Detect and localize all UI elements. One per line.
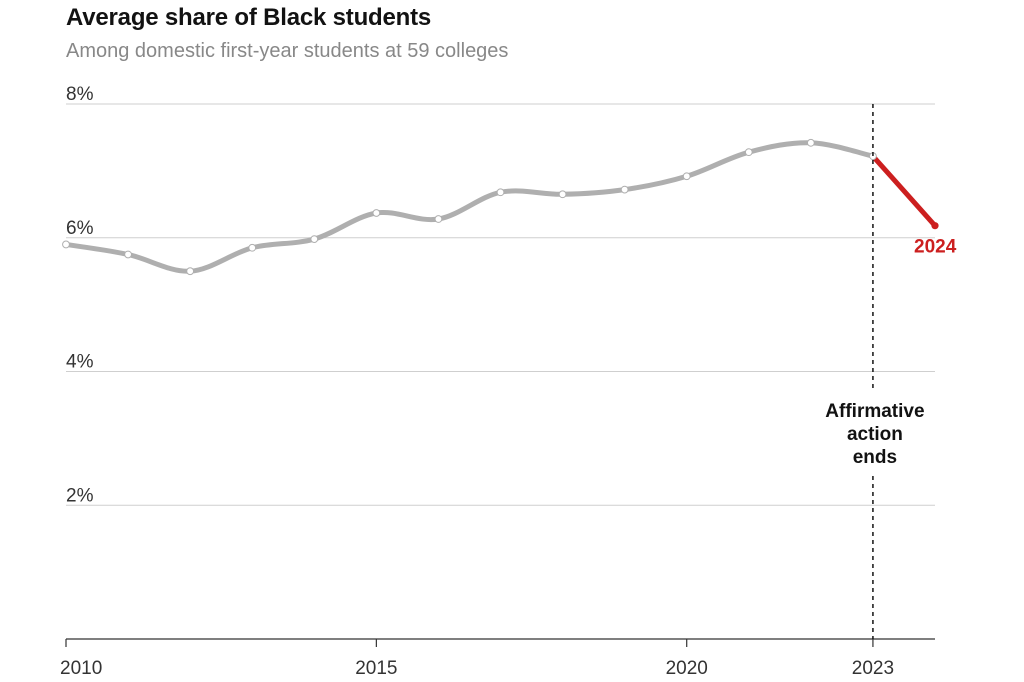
x-tick-label: 2020 — [666, 658, 708, 679]
y-tick-label: 8% — [66, 84, 94, 105]
end-label: 2024 — [914, 237, 957, 258]
data-point — [186, 267, 195, 276]
data-point — [682, 172, 691, 181]
data-point — [62, 240, 70, 249]
data-point — [372, 209, 381, 217]
chart-subtitle: Among domestic first-year students at 59… — [66, 40, 509, 62]
annotation-label: ends — [853, 447, 897, 468]
data-point — [744, 148, 753, 157]
grid-layer — [66, 103, 935, 506]
y-tick-label: 4% — [66, 352, 94, 373]
series-layer — [62, 138, 939, 276]
data-point — [248, 243, 257, 252]
y-tick-label: 2% — [66, 485, 94, 506]
series-line — [63, 140, 876, 274]
x-tick-label: 2010 — [60, 658, 102, 679]
axis-layer: 2% 4% 6% 8% 2010 2015 2020 2023 — [60, 84, 935, 679]
data-point — [124, 250, 132, 259]
data-point — [931, 222, 939, 230]
data-point — [310, 235, 319, 243]
chart-title: Average share of Black students — [66, 4, 432, 31]
data-point — [434, 215, 443, 223]
data-point — [620, 185, 629, 194]
data-point — [496, 188, 505, 197]
data-point — [558, 190, 567, 199]
series-line-highlight — [870, 153, 938, 229]
x-tick-label: 2015 — [355, 658, 397, 679]
data-point — [806, 138, 815, 147]
annotation-label: action — [847, 424, 903, 445]
y-tick-label: 6% — [66, 218, 94, 239]
x-tick-label: 2023 — [852, 658, 894, 679]
annotation-label: Affirmative — [825, 401, 924, 422]
